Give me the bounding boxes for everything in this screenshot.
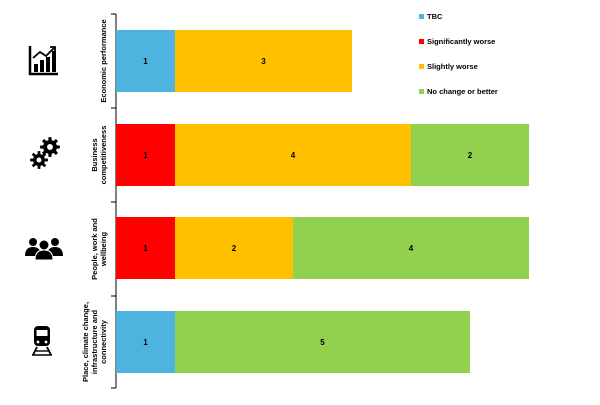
data-label: 4 <box>409 244 414 253</box>
legend-label: No change or better <box>427 87 498 96</box>
legend-swatch <box>419 14 424 19</box>
category-axis-ticks <box>111 13 116 389</box>
data-label: 2 <box>232 244 237 253</box>
data-label: 1 <box>143 244 148 253</box>
data-label: 1 <box>143 151 148 160</box>
bar-business-competitiveness-slightly-worse <box>175 124 411 186</box>
legend: TBC Significantly worse Slightly worse No c… <box>419 12 498 96</box>
people-icon <box>25 238 63 261</box>
legend-item-tbc: TBC <box>419 12 443 21</box>
category-labels: Economic performance Businesscompetitiven… <box>81 19 108 382</box>
legend-item-slightly-worse: Slightly worse <box>419 62 478 71</box>
data-label: 3 <box>261 57 266 66</box>
category-label: Place, climate change,infrastructure and… <box>81 302 108 382</box>
legend-swatch <box>419 39 424 44</box>
category-label: Economic performance <box>99 19 108 102</box>
train-icon <box>32 326 52 356</box>
bar-place-climate-change-infrastructure-and-connectivity-no-change-or-better <box>175 311 470 373</box>
category-label: People, work andwellbeing <box>90 218 108 280</box>
bar-business-competitiveness-significantly-worse <box>116 124 175 186</box>
legend-swatch <box>419 89 424 94</box>
bar-people-work-and-wellbeing-no-change-or-better <box>293 217 529 279</box>
bar-people-work-and-wellbeing-slightly-worse <box>175 217 293 279</box>
data-label: 1 <box>143 57 148 66</box>
bar-people-work-and-wellbeing-significantly-worse <box>116 217 175 279</box>
gears-icon <box>30 137 60 169</box>
data-label: 5 <box>320 338 325 347</box>
legend-item-no-change-or-better: No change or better <box>419 87 498 96</box>
data-label: 1 <box>143 338 148 347</box>
bar-place-climate-change-infrastructure-and-connectivity-tbc <box>116 311 175 373</box>
bar-segments: 1 3 1 4 2 1 2 4 1 5 <box>116 30 529 373</box>
legend-swatch <box>419 64 424 69</box>
bar-economic-performance-slightly-worse <box>175 30 352 92</box>
data-label: 4 <box>291 151 296 160</box>
legend-item-significantly-worse: Significantly worse <box>419 37 495 46</box>
legend-label: Significantly worse <box>427 37 495 46</box>
data-label: 2 <box>468 151 473 160</box>
category-label: Businesscompetitiveness <box>90 126 108 185</box>
bar-business-competitiveness-no-change-or-better <box>411 124 529 186</box>
category-icons <box>25 46 63 356</box>
bar-chart-icon <box>28 46 58 76</box>
legend-label: TBC <box>427 12 443 21</box>
legend-label: Slightly worse <box>427 62 478 71</box>
bar-economic-performance-tbc <box>116 30 175 92</box>
